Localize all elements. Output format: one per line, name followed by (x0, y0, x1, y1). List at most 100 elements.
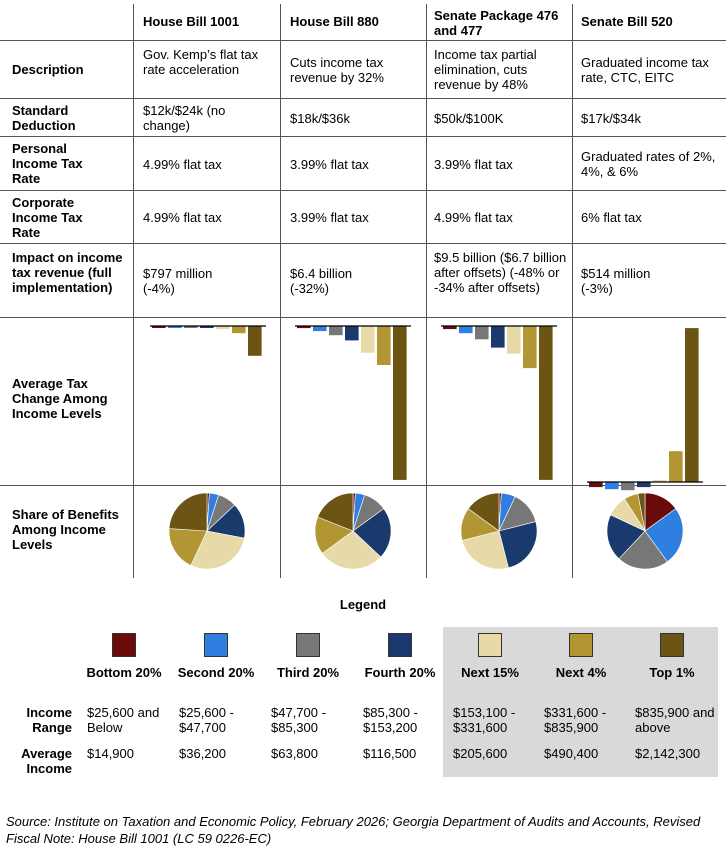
table-cell: Graduated income tax rate, CTC, EITC (581, 55, 709, 85)
bar-top-1- (539, 326, 553, 480)
legend-income-range: $153,100 - $331,600 (453, 705, 516, 735)
table-cell: $50k/$100K (434, 111, 504, 126)
table-cell: 3.99% flat tax (290, 157, 369, 172)
legend-swatch (660, 633, 684, 657)
bar-next-15- (507, 326, 521, 354)
legend-income-range: $331,600 - $835,900 (544, 705, 607, 735)
column-header: Senate Package 476 and 477 (434, 8, 559, 38)
column-header: House Bill 1001 (143, 14, 240, 29)
legend-group-name: Next 4% (555, 665, 607, 680)
table-cell: $514 million (-3%) (581, 266, 651, 296)
bar-next-15- (361, 326, 375, 353)
pie-slice-top-1- (168, 492, 208, 532)
bar-next-15- (216, 326, 230, 330)
row-label: Standard Deduction (12, 103, 76, 133)
bar-second-20- (168, 326, 182, 328)
row-label: Share of Benefits Among Income Levels (12, 507, 119, 552)
bar-top-1- (685, 328, 699, 482)
table-cell: 3.99% flat tax (290, 210, 369, 225)
bar-fourth-20- (491, 326, 505, 348)
income-range-label: Income Range (26, 705, 72, 735)
bar-bottom-20- (443, 326, 457, 330)
pie-slice-top-1- (317, 492, 354, 532)
charts-layer (150, 325, 703, 570)
table-cell: $17k/$34k (581, 111, 641, 126)
pie-slice-next-15- (321, 530, 382, 570)
legend-income-range: $85,300 - $153,200 (363, 705, 418, 735)
legend-swatch (388, 633, 412, 657)
legend-average-income: $205,600 (453, 746, 508, 761)
table-cell: Graduated rates of 2%, 4%, & 6% (581, 149, 716, 179)
pie-slice-fourth-20- (352, 508, 392, 558)
legend-average-income: $14,900 (87, 746, 134, 761)
table-cell: $797 million (-4%) (143, 266, 213, 296)
pie-slice-top-1- (467, 492, 500, 532)
row-label: Impact on income tax revenue (full imple… (12, 250, 123, 295)
table-cell: 3.99% flat tax (434, 157, 513, 172)
bar-next-4- (232, 326, 246, 334)
table-cell: Gov. Kemp’s flat tax rate acceleration (143, 47, 259, 77)
bar-third-20- (621, 482, 635, 491)
legend-income-range: $835,900 and above (635, 705, 715, 735)
bar-second-20- (605, 482, 619, 490)
table-cell: $18k/$36k (290, 111, 350, 126)
legend-swatch (569, 633, 593, 657)
row-label: Personal Income Tax Rate (12, 141, 83, 186)
bar-bottom-20- (297, 326, 311, 329)
bar-second-20- (313, 326, 327, 332)
legend-title: Legend (339, 597, 387, 612)
pie-slice-second-20- (644, 508, 684, 563)
legend-income-range: $25,600 and Below (87, 705, 160, 735)
bar-fourth-20- (345, 326, 359, 341)
table-cell: Cuts income tax revenue by 32% (290, 55, 384, 85)
bar-third-20- (475, 326, 489, 340)
bar-fourth-20- (200, 326, 214, 328)
bar-next-4- (523, 326, 537, 369)
legend-group-name: Next 15% (461, 665, 519, 680)
table-cell: $6.4 billion (-32%) (290, 266, 353, 296)
bar-bottom-20- (152, 326, 166, 328)
table-cell: 4.99% flat tax (434, 210, 513, 225)
legend-swatch (112, 633, 136, 657)
legend-group-name: Third 20% (276, 665, 340, 680)
legend-group-name: Second 20% (177, 665, 255, 680)
bar-third-20- (184, 326, 198, 328)
column-header: Senate Bill 520 (581, 14, 673, 29)
bar-fourth-20- (637, 482, 651, 488)
bar-top-1- (393, 326, 407, 480)
bar-bottom-20- (589, 482, 603, 488)
column-header: House Bill 880 (290, 14, 379, 29)
legend-average-income: $116,500 (363, 746, 417, 761)
legend-group-name: Fourth 20% (364, 665, 436, 680)
bar-top-1- (248, 326, 262, 356)
source-note: Source: Institute on Taxation and Econom… (6, 814, 701, 846)
legend-swatch (296, 633, 320, 657)
table-cell: 4.99% flat tax (143, 210, 222, 225)
pie-slice-top-1- (637, 492, 646, 532)
pie-slice-third-20- (618, 530, 668, 570)
row-label: Average Tax Change Among Income Levels (12, 376, 108, 421)
bar-next-15- (653, 480, 667, 482)
pie-slice-next-4- (168, 528, 208, 566)
pie-slice-fourth-20- (498, 521, 538, 569)
pie-slice-next-15- (190, 530, 245, 570)
row-label: Description (12, 62, 84, 77)
legend-swatch (478, 633, 502, 657)
comparison-table: House Bill 1001 House Bill 880 Senate Pa… (0, 4, 726, 578)
row-label: Corporate Income Tax Rate (12, 195, 83, 240)
bar-third-20- (329, 326, 343, 336)
bar-second-20- (459, 326, 473, 334)
table-cell: $9.5 billion ($6.7 billion after offsets… (434, 250, 567, 295)
table-cell: 6% flat tax (581, 210, 642, 225)
legend-group-name: Bottom 20% (86, 665, 162, 680)
legend-income-range: $25,600 - $47,700 (179, 705, 234, 735)
pie-slice-fourth-20- (606, 514, 646, 560)
table-cell: $12k/$24k (no change) (143, 103, 226, 133)
legend-average-income: $2,142,300 (635, 746, 701, 761)
legend-income-range: $47,700 - $85,300 (271, 705, 326, 735)
pie-slice-next-15- (461, 530, 509, 570)
table-cell: Income tax partial elimination, cuts rev… (434, 47, 537, 92)
table-cell: 4.99% flat tax (143, 157, 222, 172)
legend-swatch (204, 633, 228, 657)
legend-average-income: $63,800 (271, 746, 318, 761)
